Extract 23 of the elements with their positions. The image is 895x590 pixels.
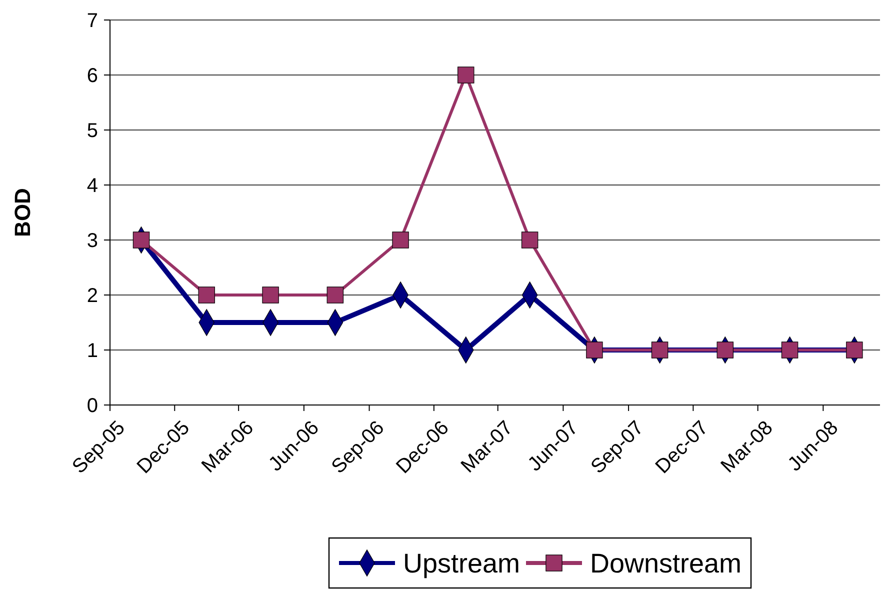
y-tick-label: 3 (86, 230, 98, 252)
y-tick-label: 2 (86, 285, 98, 307)
point (586, 342, 603, 358)
y-tick-label: 7 (86, 10, 98, 32)
point (262, 286, 279, 304)
point (132, 232, 150, 248)
point (198, 286, 215, 304)
point (458, 66, 474, 84)
y-tick-label: 0 (86, 395, 98, 417)
point (392, 232, 409, 248)
legend-label: Downstream (590, 548, 742, 578)
point (651, 342, 668, 358)
y-tick-label: 1 (86, 340, 98, 362)
y-tick-label: 5 (86, 120, 98, 142)
legend-label: Upstream (403, 548, 520, 578)
y-tick-label: 6 (86, 65, 98, 87)
point (846, 342, 863, 358)
point (521, 232, 538, 248)
y-tick-label: 4 (86, 175, 98, 197)
point (781, 342, 798, 358)
y-axis-title: BOD (10, 188, 35, 237)
point (716, 342, 734, 358)
point (326, 286, 344, 304)
